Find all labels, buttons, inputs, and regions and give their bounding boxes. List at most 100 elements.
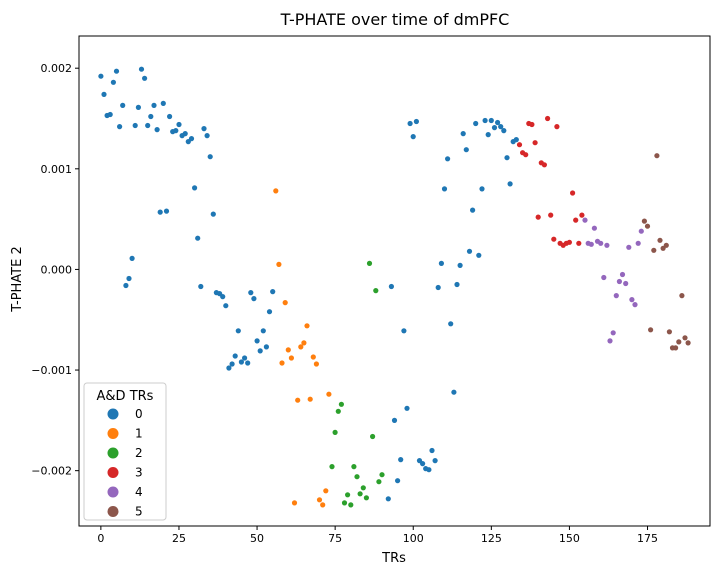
x-tick-label: 175 [637, 532, 658, 545]
point-series-0-17 [151, 102, 157, 108]
legend-marker-1 [107, 428, 119, 439]
point-series-5-1 [644, 223, 651, 229]
legend-title: A&D TRs [97, 389, 154, 404]
point-series-0-16 [148, 113, 154, 120]
x-tick-label: 100 [403, 532, 424, 545]
point-series-0-73 [438, 260, 444, 266]
legend-box [83, 382, 167, 521]
point-series-2-0 [329, 464, 335, 470]
point-series-0-34 [204, 133, 210, 139]
point-series-0-47 [245, 360, 251, 366]
point-series-0-74 [441, 186, 448, 192]
point-series-0-87 [482, 117, 488, 124]
point-series-2-15 [376, 479, 382, 485]
point-series-5-5 [657, 237, 663, 243]
x-axis-label: TRs [381, 551, 406, 566]
point-series-0-49 [251, 296, 257, 302]
point-series-4-12 [619, 271, 626, 278]
point-series-0-7 [120, 102, 126, 108]
point-series-0-33 [201, 126, 207, 132]
point-series-5-11 [676, 339, 682, 345]
point-series-0-57 [388, 283, 394, 290]
point-series-4-18 [638, 228, 644, 234]
y-tick-label: −0.001 [31, 364, 72, 377]
point-series-0-20 [160, 100, 166, 106]
legend-label-3: 3 [135, 466, 143, 480]
point-series-0-58 [391, 417, 398, 423]
point-series-0-61 [401, 328, 407, 334]
point-series-1-14 [316, 497, 323, 503]
point-series-0-4 [110, 79, 116, 85]
point-series-0-45 [238, 359, 244, 365]
point-series-0-5 [113, 68, 120, 74]
point-series-2-2 [335, 408, 341, 414]
point-series-0-54 [266, 309, 273, 315]
point-series-0-93 [501, 128, 507, 134]
point-series-1-16 [323, 488, 329, 494]
x-tick-label: 75 [328, 532, 342, 545]
point-series-0-88 [485, 132, 491, 138]
x-tick-label: 50 [250, 532, 264, 545]
point-series-0-83 [470, 207, 476, 213]
point-series-0-59 [395, 478, 401, 484]
point-series-0-95 [507, 181, 513, 187]
legend-marker-0 [107, 408, 119, 420]
x-tick-label: 0 [97, 532, 104, 545]
point-series-5-14 [685, 340, 691, 346]
point-series-2-10 [360, 485, 366, 491]
point-series-0-55 [270, 289, 276, 295]
point-series-3-17 [570, 190, 576, 196]
point-series-0-90 [491, 125, 498, 131]
point-series-4-13 [623, 280, 629, 287]
point-series-0-50 [254, 338, 260, 344]
x-tick-label: 150 [559, 532, 580, 545]
point-series-3-8 [541, 162, 548, 168]
point-series-0-82 [466, 248, 473, 254]
point-series-2-11 [363, 495, 369, 501]
point-series-3-18 [573, 217, 579, 223]
point-series-1-10 [304, 323, 310, 329]
point-series-2-5 [345, 492, 351, 498]
legend-label-5: 5 [135, 505, 143, 519]
legend-marker-5 [107, 506, 119, 517]
point-series-0-3 [107, 111, 113, 118]
point-series-3-6 [535, 214, 541, 220]
legend-label-4: 4 [135, 485, 143, 499]
point-series-3-12 [554, 124, 560, 130]
point-series-1-2 [279, 360, 285, 366]
point-series-0-11 [132, 122, 138, 129]
y-tick-label: 0.000 [41, 263, 73, 276]
point-series-0-8 [123, 282, 129, 289]
point-series-4-2 [588, 241, 594, 247]
point-series-1-15 [320, 502, 326, 508]
point-series-0-21 [163, 208, 170, 214]
point-series-2-13 [370, 433, 376, 440]
point-series-2-16 [379, 472, 385, 478]
point-series-0-62 [404, 405, 410, 411]
point-series-5-2 [648, 327, 654, 333]
point-series-0-63 [407, 120, 413, 127]
point-series-3-19 [576, 240, 582, 246]
point-series-0-77 [451, 389, 457, 395]
point-series-0-91 [495, 119, 501, 126]
point-series-5-10 [673, 345, 679, 351]
series-3 [516, 115, 585, 248]
point-series-1-17 [326, 391, 332, 397]
point-series-0-6 [117, 124, 123, 130]
point-series-4-14 [626, 244, 632, 250]
point-series-0-64 [410, 134, 416, 140]
point-series-2-12 [366, 260, 373, 266]
x-tick-label: 125 [481, 532, 502, 545]
point-series-3-0 [516, 142, 523, 148]
y-tick-label: −0.002 [31, 465, 72, 478]
point-series-0-65 [413, 118, 419, 125]
point-series-0-14 [142, 75, 148, 81]
point-series-0-30 [192, 185, 198, 191]
point-series-0-39 [220, 294, 226, 300]
point-series-0-67 [420, 461, 426, 467]
point-series-3-9 [545, 115, 551, 122]
point-series-1-13 [313, 361, 319, 367]
point-series-0-48 [248, 290, 254, 296]
point-series-4-3 [591, 225, 598, 231]
